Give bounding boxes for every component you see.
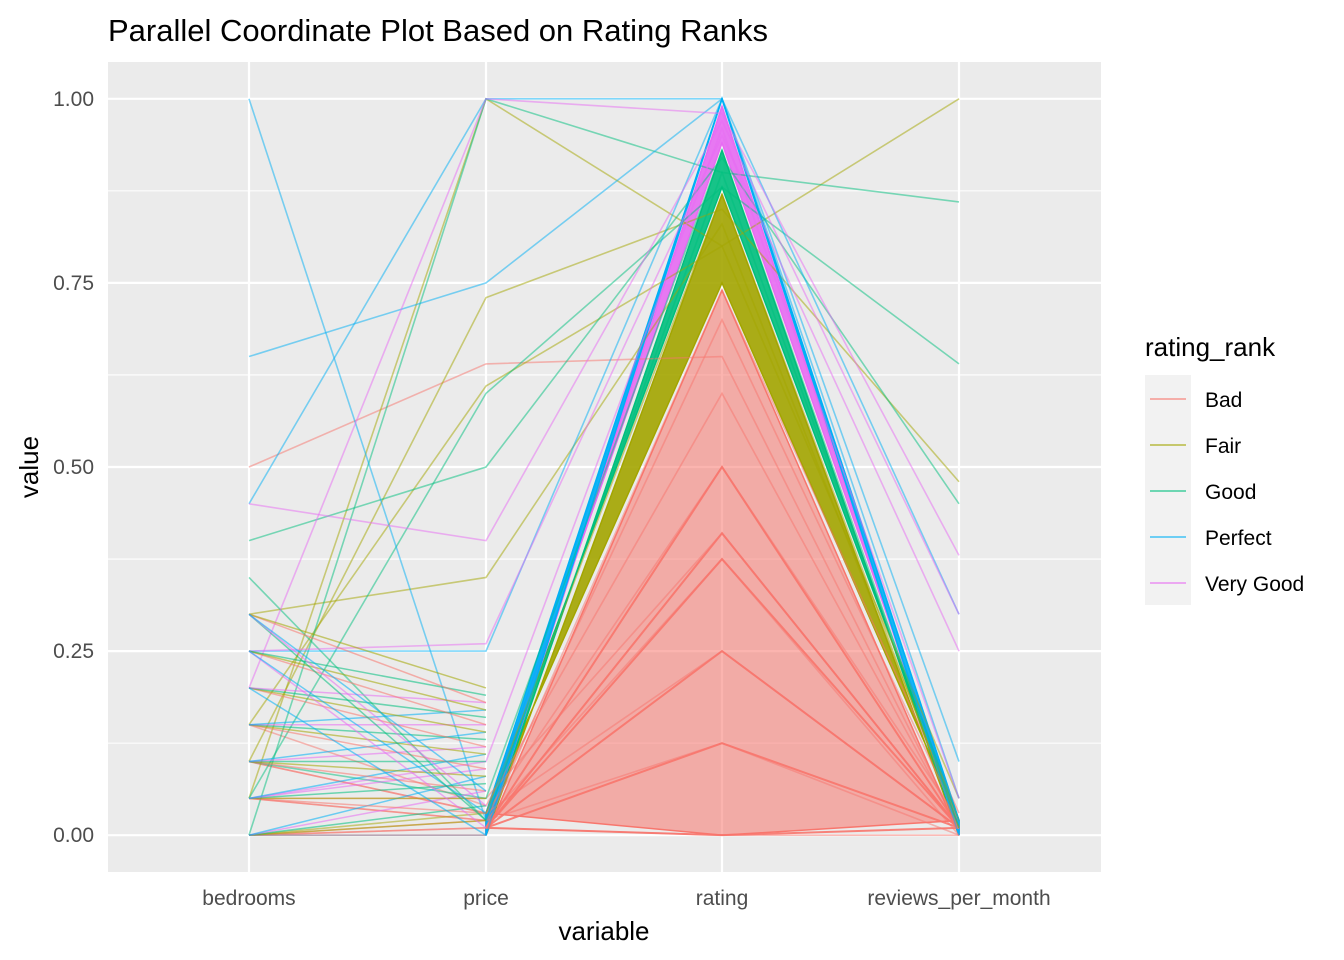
legend-label: Very Good (1205, 573, 1304, 596)
x-tick-labels: bedrooms price rating reviews_per_month (202, 887, 1050, 910)
series-line-good (248, 613, 487, 822)
y-tick-label: 0.00 (53, 824, 94, 847)
y-axis-title: value (14, 436, 44, 498)
legend-label: Perfect (1205, 527, 1272, 550)
y-tick-label: 0.25 (53, 640, 94, 663)
series-line-bad (248, 355, 960, 829)
y-tick-labels: 0.00 0.25 0.50 0.75 1.00 (53, 88, 94, 847)
series-line-perfect (248, 613, 487, 792)
series-line-fair (248, 97, 960, 799)
series-line-bad (248, 288, 960, 836)
x-axis-title: variable (558, 916, 649, 946)
legend-title: rating_rank (1145, 332, 1276, 362)
series-line-good (248, 156, 960, 542)
series-line-very-good (248, 133, 960, 652)
legend-label: Fair (1205, 435, 1241, 458)
series-lines (248, 96, 960, 836)
chart-title: Parallel Coordinate Plot Based on Rating… (108, 13, 768, 48)
series-line-fair (248, 192, 960, 836)
x-tick-label: reviews_per_month (867, 887, 1050, 910)
series-line-bad (248, 465, 960, 821)
series-line-good (248, 170, 960, 822)
series-line-bad (248, 650, 487, 726)
legend-label: Good (1205, 481, 1256, 504)
series-line-bad (248, 613, 487, 704)
y-tick-label: 1.00 (53, 88, 94, 111)
x-tick-label: bedrooms (202, 887, 295, 910)
series-line-fair (248, 208, 960, 762)
series-line-fair (248, 650, 487, 711)
series-line-perfect (248, 687, 487, 836)
legend-entries: Bad Fair Good Perfect Very Good (1145, 375, 1304, 605)
series-line-good (248, 186, 960, 799)
series-line-perfect (248, 96, 960, 824)
legend: rating_rank Bad Fair Good Perfect Very Good (1145, 332, 1304, 605)
series-line-bad (248, 391, 960, 829)
series-line-perfect (248, 97, 960, 615)
x-tick-label: rating (696, 887, 749, 910)
y-tick-label: 0.50 (53, 456, 94, 479)
series-line-perfect (248, 98, 960, 762)
legend-label: Bad (1205, 389, 1242, 412)
x-tick-label: price (463, 887, 509, 910)
series-line-good (248, 97, 960, 836)
y-tick-label: 0.75 (53, 272, 94, 295)
series-line-very-good (248, 613, 487, 807)
series-line-fair (248, 613, 487, 689)
series-line-very-good (248, 119, 960, 615)
series-line-very-good (248, 650, 487, 829)
series-line-bad (248, 317, 960, 822)
series-line-very-good (248, 97, 960, 689)
series-line-fair (248, 819, 487, 836)
series-line-very-good (248, 125, 960, 800)
